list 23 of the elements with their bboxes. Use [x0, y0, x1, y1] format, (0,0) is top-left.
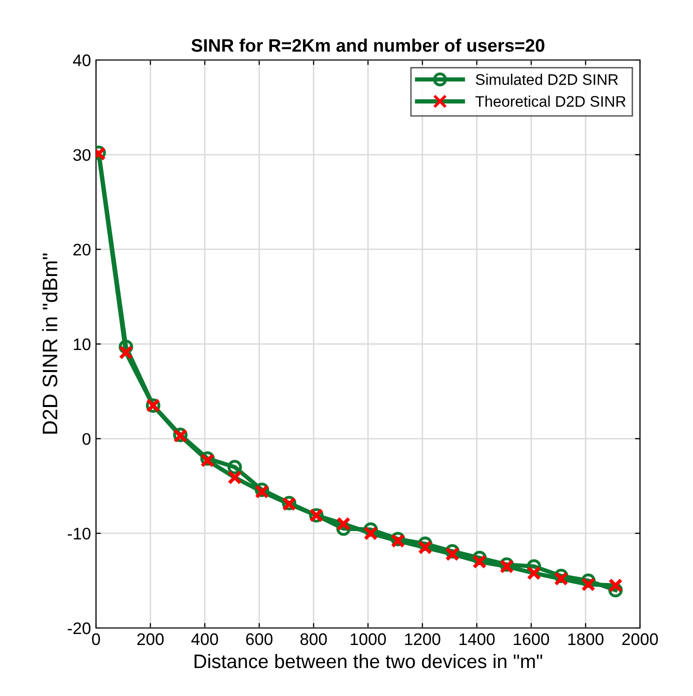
chart-title: SINR for R=2Km and number of users=20 [191, 38, 544, 52]
x-tick-label: 1800 [568, 633, 604, 646]
y-tick-label: 10 [74, 338, 90, 350]
y-tick-label: -10 [68, 528, 90, 540]
x-tick-label: 200 [137, 633, 164, 646]
legend-label: Theoretical D2D SINR [475, 96, 626, 107]
x-tick-label: 1200 [405, 633, 440, 646]
y-tick-label: -20 [68, 622, 90, 634]
y-tick-label: 20 [73, 244, 90, 256]
x-tick-label: 1000 [350, 633, 386, 646]
x-tick-label: 400 [191, 633, 218, 646]
y-tick-label: 0 [82, 433, 90, 445]
x-tick-label: 600 [246, 633, 272, 646]
x-tick-label: 2000 [622, 633, 658, 646]
legend-label: Simulated D2D SINR [476, 74, 618, 85]
x-tick-label: 800 [300, 633, 327, 646]
x-tick-label: 1600 [514, 633, 550, 646]
x-tick-label: 1400 [460, 633, 495, 646]
x-axis-title: Distance between the two devices in "m" [194, 654, 542, 668]
y-tick-label: 40 [72, 54, 90, 66]
y-axis-title: D2D SINR in "dBm" [42, 254, 58, 434]
y-tick-label: 30 [73, 149, 90, 161]
x-tick-label: 0 [92, 633, 100, 646]
